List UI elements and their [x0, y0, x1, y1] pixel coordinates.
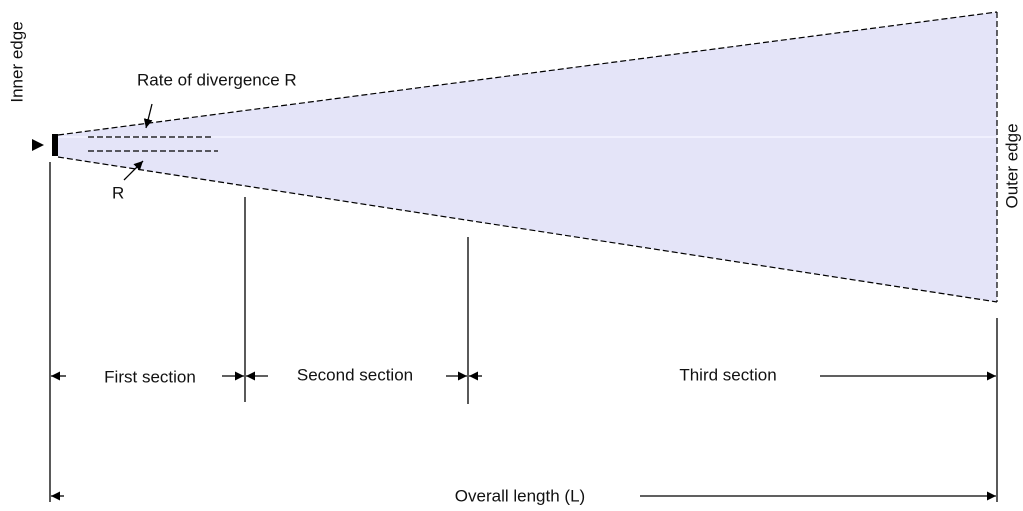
r-arrow — [123, 160, 144, 181]
bottom-edge — [57, 156, 998, 303]
r-label: R — [112, 183, 124, 202]
outer-edge-label: Outer edge — [1002, 123, 1021, 208]
top-edge — [57, 11, 998, 136]
second-section-label: Second section — [297, 365, 413, 384]
beam-area — [58, 12, 997, 302]
inner-edge-label: Inner edge — [7, 21, 26, 102]
source — [52, 134, 58, 156]
overall-length-label: Overall length (L) — [455, 486, 585, 505]
rate-arrow — [143, 103, 153, 129]
third-section-label: Third section — [679, 365, 776, 384]
first-section-label: First section — [104, 367, 196, 386]
rate-label: Rate of divergence R — [137, 70, 297, 89]
source-pointer — [32, 139, 44, 151]
